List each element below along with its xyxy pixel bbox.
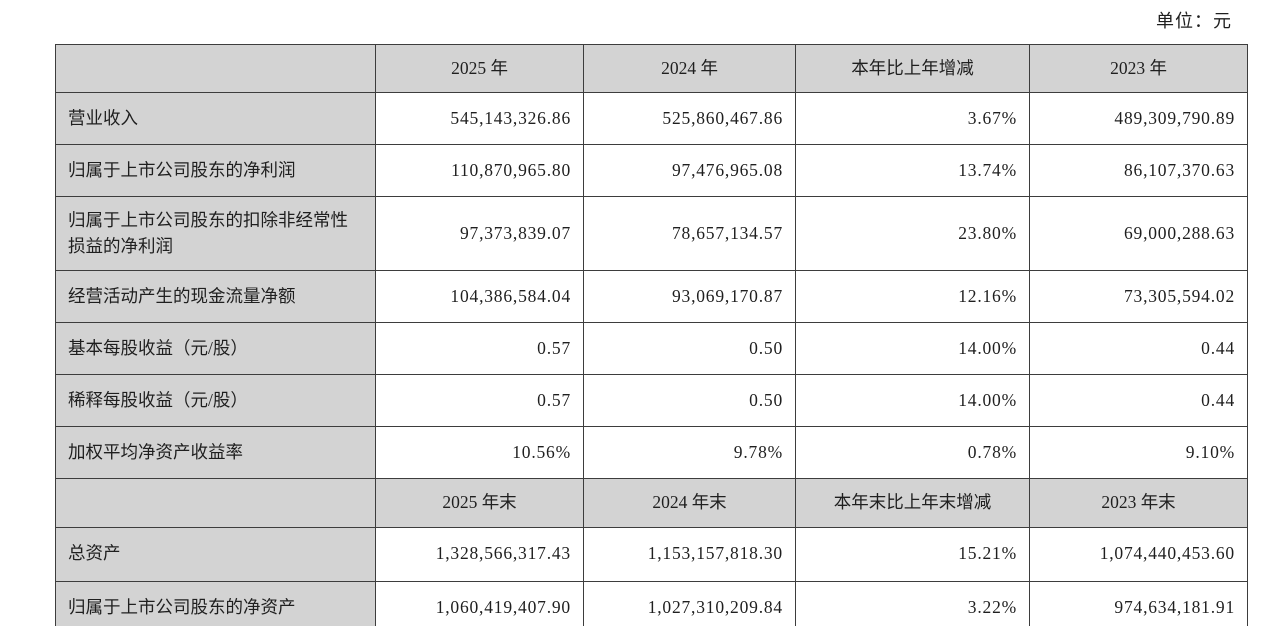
row-label: 归属于上市公司股东的净资产 (55, 580, 376, 626)
row-label: 总资产 (55, 526, 376, 582)
value-2025: 0.57 (375, 322, 584, 376)
value-2025-end: 1,328,566,317.43 (375, 526, 584, 582)
value-2023: 69,000,288.63 (1029, 196, 1248, 272)
row-label: 基本每股收益（元/股） (55, 322, 376, 376)
value-2024: 97,476,965.08 (583, 144, 796, 198)
row-weighted-avg-roe: 加权平均净资产收益率 10.56% 9.78% 0.78% 9.10% (55, 426, 1248, 480)
row-label: 营业收入 (55, 92, 376, 146)
row-operating-cash-flow: 经营活动产生的现金流量净额 104,386,584.04 93,069,170.… (55, 270, 1248, 324)
value-2024: 93,069,170.87 (583, 270, 796, 324)
row-net-assets-attributable: 归属于上市公司股东的净资产 1,060,419,407.90 1,027,310… (55, 580, 1248, 626)
row-label: 归属于上市公司股东的净利润 (55, 144, 376, 198)
value-change: 14.00% (795, 322, 1030, 376)
header-2024: 2024 年 (583, 43, 796, 94)
row-label: 加权平均净资产收益率 (55, 426, 376, 480)
value-2024: 525,860,467.86 (583, 92, 796, 146)
value-2023-end: 974,634,181.91 (1029, 580, 1248, 626)
header-2023-end: 2023 年末 (1029, 478, 1248, 528)
value-2025: 10.56% (375, 426, 584, 480)
value-2024: 9.78% (583, 426, 796, 480)
value-2025: 104,386,584.04 (375, 270, 584, 324)
header-2024-end: 2024 年末 (583, 478, 796, 528)
value-2024-end: 1,153,157,818.30 (583, 526, 796, 582)
value-2024: 0.50 (583, 374, 796, 428)
value-2023: 0.44 (1029, 374, 1248, 428)
header-2025: 2025 年 (375, 43, 584, 94)
row-total-assets: 总资产 1,328,566,317.43 1,153,157,818.30 15… (55, 526, 1248, 582)
header-end-change: 本年末比上年末增减 (795, 478, 1030, 528)
row-label: 经营活动产生的现金流量净额 (55, 270, 376, 324)
row-diluted-eps: 稀释每股收益（元/股） 0.57 0.50 14.00% 0.44 (55, 374, 1248, 428)
header-yoy-change: 本年比上年增减 (795, 43, 1030, 94)
value-2023: 86,107,370.63 (1029, 144, 1248, 198)
row-net-profit-excl-nonrecurring: 归属于上市公司股东的扣除非经常性损益的净利润 97,373,839.07 78,… (55, 196, 1248, 272)
value-2025: 0.57 (375, 374, 584, 428)
financial-summary-table: 2025 年 2024 年 本年比上年增减 2023 年 营业收入 545,14… (55, 43, 1248, 626)
row-operating-revenue: 营业收入 545,143,326.86 525,860,467.86 3.67%… (55, 92, 1248, 146)
row-label: 稀释每股收益（元/股） (55, 374, 376, 428)
value-2024: 78,657,134.57 (583, 196, 796, 272)
value-2024: 0.50 (583, 322, 796, 376)
value-change: 13.74% (795, 144, 1030, 198)
header-2023: 2023 年 (1029, 43, 1248, 94)
endpoint-header-row: 2025 年末 2024 年末 本年末比上年末增减 2023 年末 (55, 478, 1248, 528)
value-change: 15.21% (795, 526, 1030, 582)
value-change: 23.80% (795, 196, 1030, 272)
value-change: 3.67% (795, 92, 1030, 146)
header-2025-end: 2025 年末 (375, 478, 584, 528)
value-2025: 110,870,965.80 (375, 144, 584, 198)
header-blank-cell (55, 478, 376, 528)
value-2023: 73,305,594.02 (1029, 270, 1248, 324)
row-net-profit-attributable: 归属于上市公司股东的净利润 110,870,965.80 97,476,965.… (55, 144, 1248, 198)
value-2025-end: 1,060,419,407.90 (375, 580, 584, 626)
value-2024-end: 1,027,310,209.84 (583, 580, 796, 626)
header-blank-cell (55, 43, 376, 94)
value-2023: 489,309,790.89 (1029, 92, 1248, 146)
value-change: 14.00% (795, 374, 1030, 428)
value-2023: 0.44 (1029, 322, 1248, 376)
value-change: 12.16% (795, 270, 1030, 324)
value-2025: 97,373,839.07 (375, 196, 584, 272)
value-2025: 545,143,326.86 (375, 92, 584, 146)
period-header-row: 2025 年 2024 年 本年比上年增减 2023 年 (55, 43, 1248, 94)
value-2023: 9.10% (1029, 426, 1248, 480)
unit-label: 单位：元 (1156, 11, 1232, 31)
value-change: 3.22% (795, 580, 1030, 626)
row-basic-eps: 基本每股收益（元/股） 0.57 0.50 14.00% 0.44 (55, 322, 1248, 376)
value-2023-end: 1,074,440,453.60 (1029, 526, 1248, 582)
row-label: 归属于上市公司股东的扣除非经常性损益的净利润 (55, 196, 376, 272)
value-change: 0.78% (795, 426, 1030, 480)
